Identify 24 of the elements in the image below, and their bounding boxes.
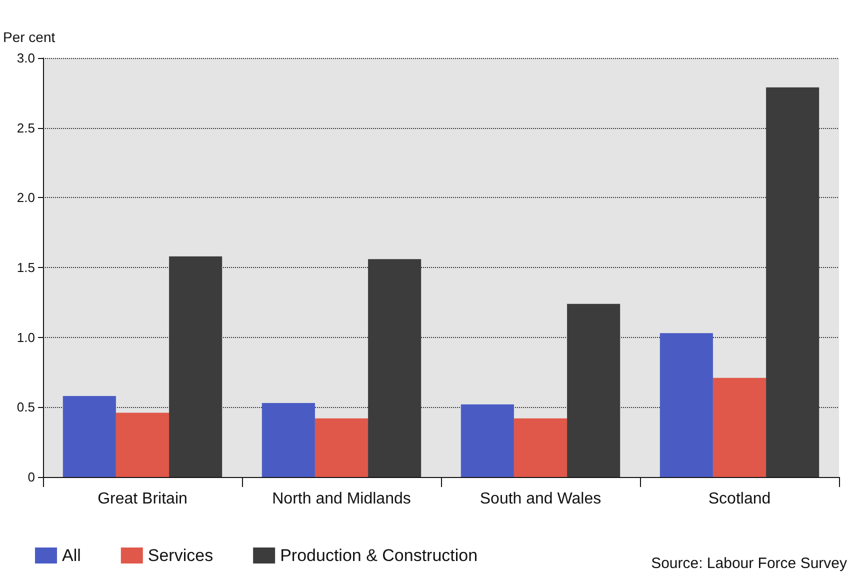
bar <box>116 412 170 477</box>
y-tick-label: 0.5 <box>16 400 35 415</box>
y-tick-label: 0 <box>28 470 35 484</box>
x-tick-label: North and Midlands <box>272 490 411 508</box>
y-tick-label: 2.0 <box>16 190 35 206</box>
x-tick-label: Scotland <box>708 490 771 508</box>
y-axis-title: Per cent <box>3 29 56 45</box>
legend-label: Production & Construction <box>280 546 478 565</box>
source-note: Source: Labour Force Survey <box>651 555 848 572</box>
bar <box>314 418 368 477</box>
x-tick-label: Great Britain <box>98 490 188 508</box>
x-tick-label: South and Wales <box>480 490 602 508</box>
bar <box>262 402 315 477</box>
legend-label: All <box>62 546 81 565</box>
y-tick-label: 2.5 <box>16 120 35 136</box>
bar <box>514 418 568 477</box>
y-tick-label: 1.5 <box>16 260 35 275</box>
legend-label: Services <box>148 546 214 565</box>
bar <box>712 378 766 477</box>
bar <box>660 333 713 477</box>
y-tick-label: 1.0 <box>16 330 35 345</box>
bar <box>460 404 514 477</box>
bar <box>62 396 116 477</box>
y-tick-label: 3.0 <box>16 50 35 66</box>
